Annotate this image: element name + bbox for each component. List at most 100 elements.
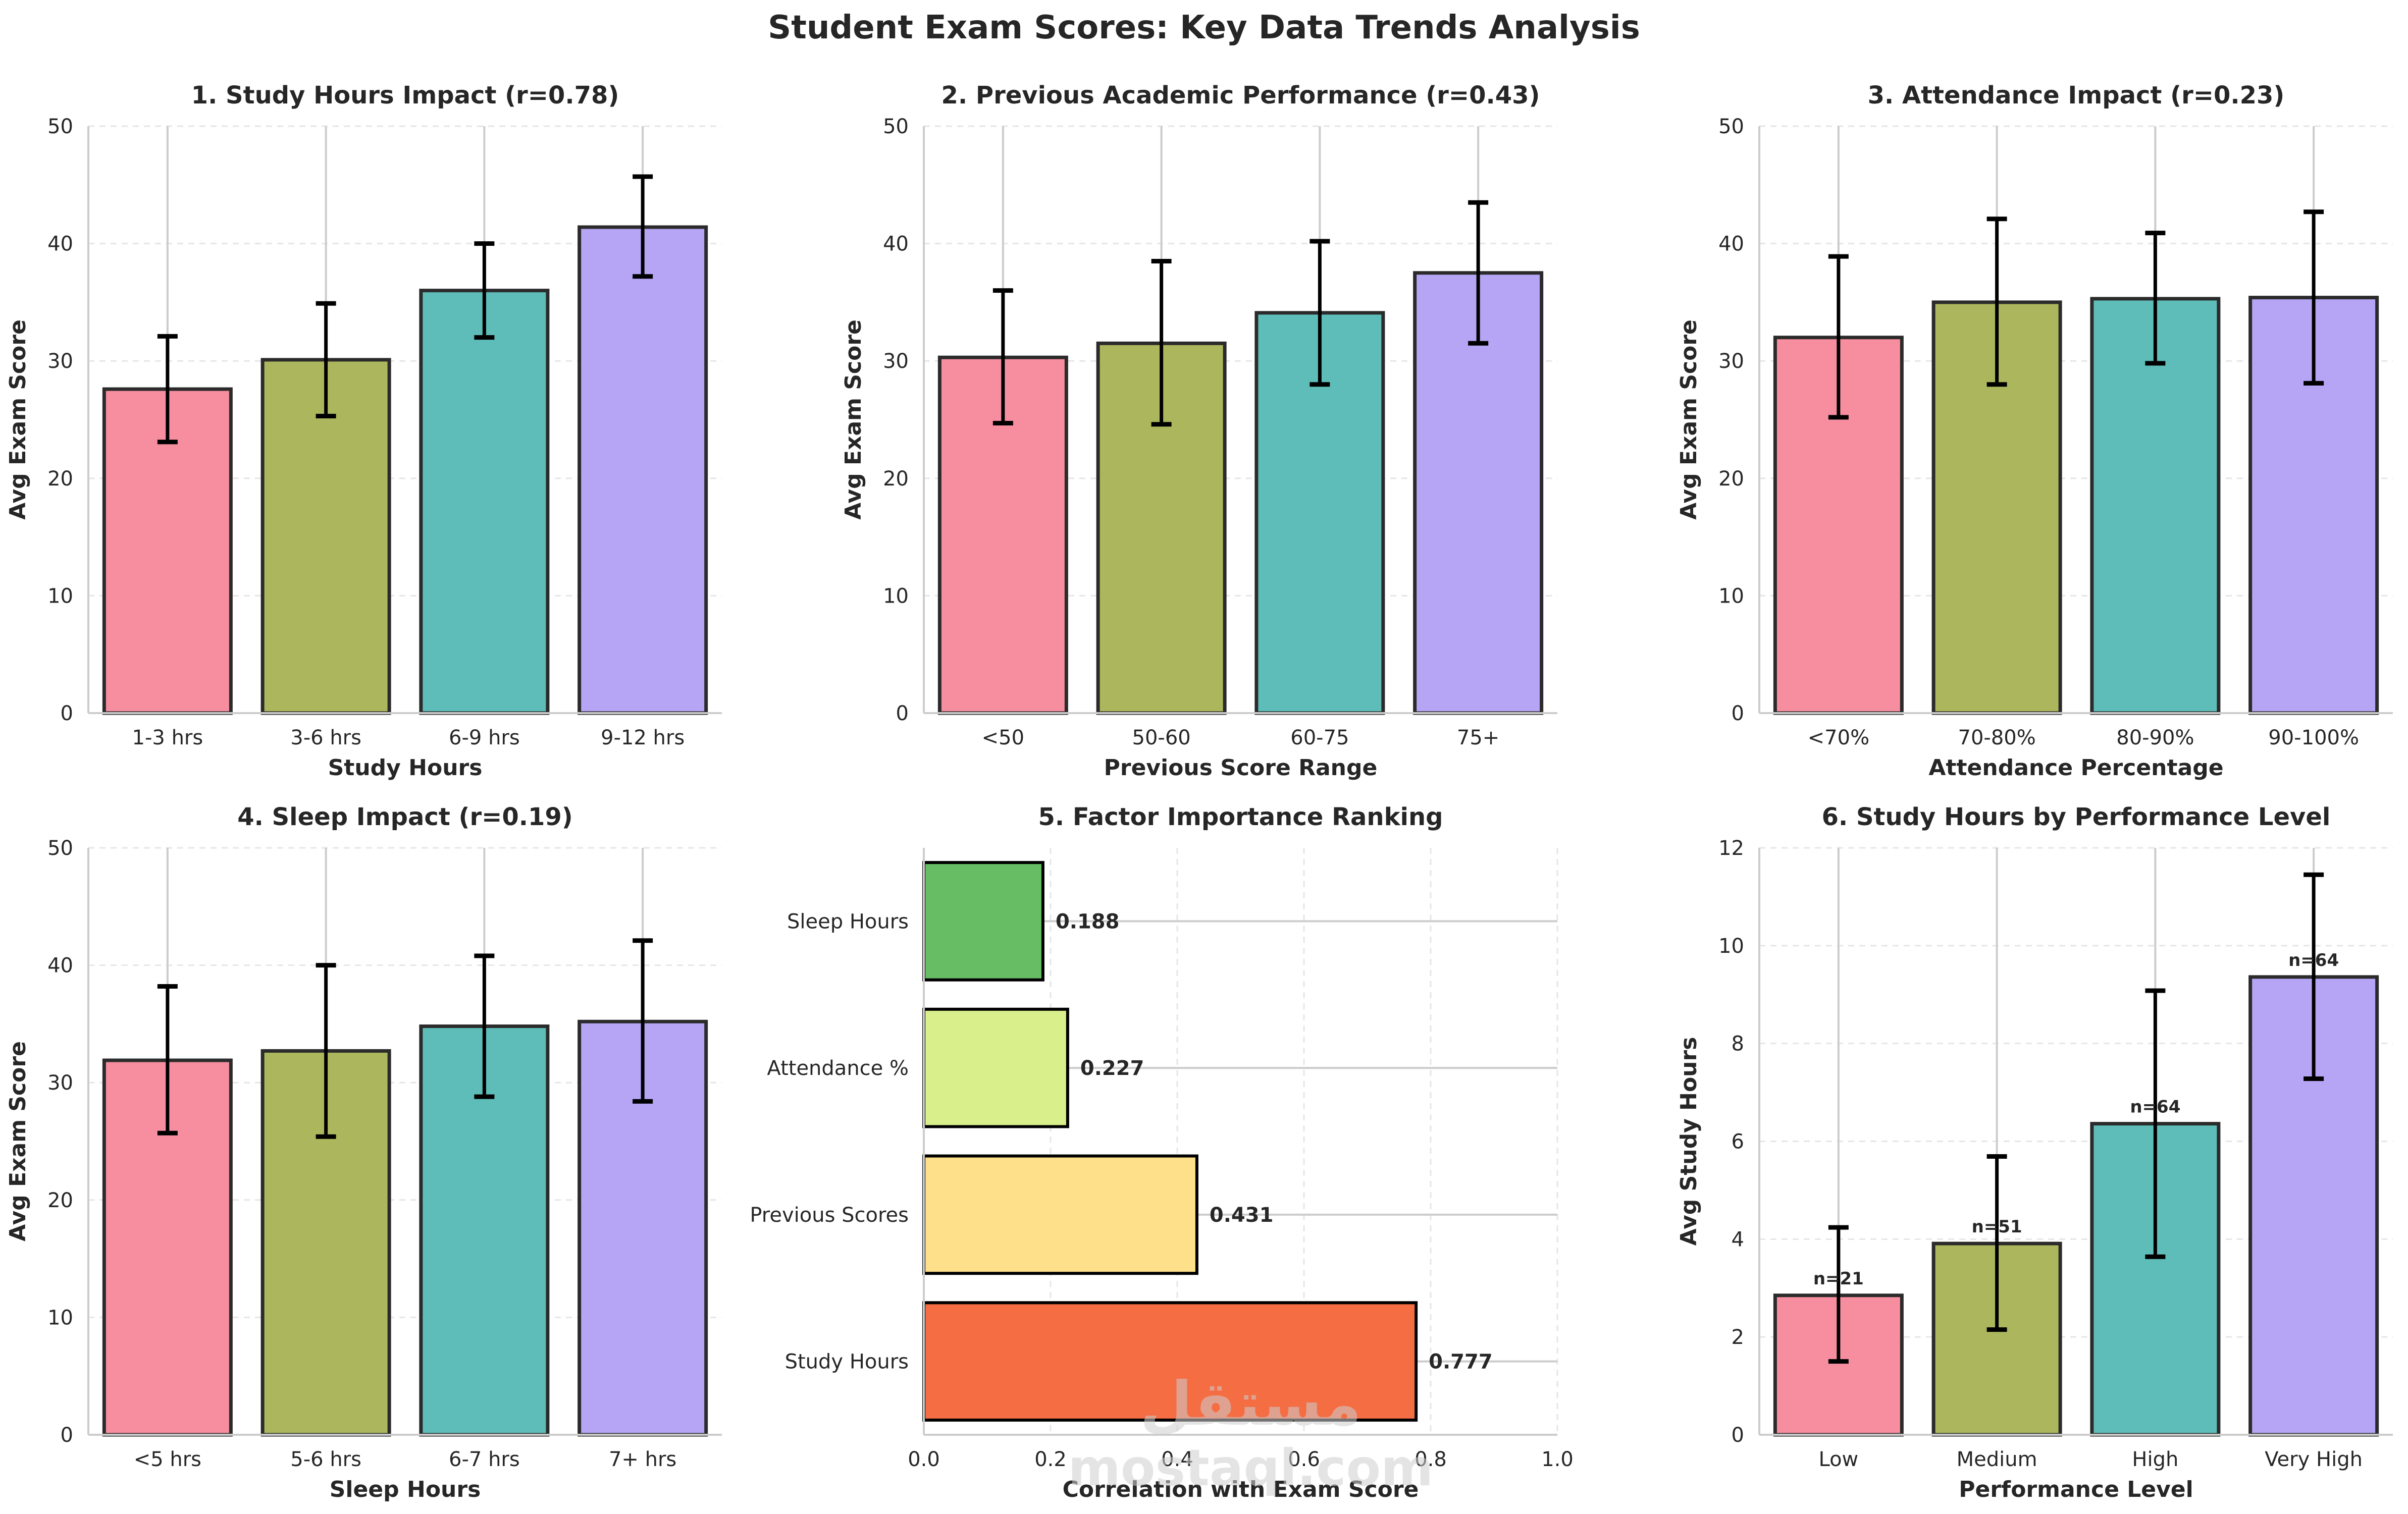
y-tick-label: 2	[1732, 1326, 1744, 1349]
x-tick-label: 0.2	[1034, 1448, 1067, 1471]
x-tick-label: 60-75	[1290, 726, 1349, 749]
y-tick-label: Attendance %	[767, 1057, 909, 1080]
y-tick-label: 50	[47, 115, 73, 138]
x-axis-label: Previous Score Range	[1104, 755, 1378, 781]
x-axis-label: Study Hours	[328, 755, 483, 781]
y-tick-label: 0	[1732, 1424, 1744, 1447]
x-tick-label: 0.6	[1288, 1448, 1320, 1471]
y-tick-label: 10	[47, 1306, 73, 1329]
x-axis-label: Performance Level	[1959, 1477, 2193, 1502]
watermark-arabic: مستقل	[1140, 1369, 1362, 1439]
y-tick-label: 30	[47, 1071, 73, 1095]
x-tick-label: 0.0	[908, 1448, 940, 1471]
x-tick-label: Low	[1818, 1448, 1858, 1471]
y-tick-label: 10	[883, 584, 909, 608]
bar	[922, 1007, 1069, 1128]
x-axis-label: Attendance Percentage	[1928, 755, 2223, 781]
x-tick-label: 1.0	[1541, 1448, 1574, 1471]
bar	[419, 289, 550, 715]
y-tick-label: 20	[1718, 467, 1744, 491]
y-tick-label: 0	[61, 702, 73, 725]
y-tick-label: 20	[47, 467, 73, 491]
x-tick-label: 5-6 hrs	[290, 1448, 361, 1471]
bar	[1413, 271, 1544, 715]
y-tick-label: 40	[47, 954, 73, 978]
y-tick-label: 20	[47, 1189, 73, 1212]
y-tick-label: 50	[47, 837, 73, 860]
watermark-latin: mostaql.com	[1068, 1438, 1434, 1497]
x-tick-label: 70-80%	[1958, 726, 2036, 749]
y-tick-label: 0	[61, 1424, 73, 1447]
y-tick-label: Previous Scores	[750, 1204, 909, 1227]
x-axis-label: Correlation with Exam Score	[1063, 1477, 1419, 1502]
sample-size-label: n=64	[2288, 950, 2339, 970]
x-tick-label: Very High	[2265, 1448, 2363, 1471]
y-axis-label: Avg Exam Score	[1676, 319, 1702, 520]
y-tick-label: 30	[1718, 350, 1744, 373]
x-tick-label: 80-90%	[2116, 726, 2194, 749]
bar-value-label: 0.777	[1429, 1350, 1493, 1374]
x-tick-label: 6-7 hrs	[449, 1448, 520, 1471]
bar	[102, 387, 233, 715]
x-tick-label: 3-6 hrs	[290, 726, 361, 749]
bar	[922, 861, 1044, 982]
sample-size-label: n=21	[1813, 1269, 1864, 1289]
x-tick-label: 9-12 hrs	[601, 726, 685, 749]
bar	[922, 1154, 1198, 1275]
bar-value-label: 0.188	[1056, 910, 1120, 933]
y-tick-label: 10	[1718, 935, 1744, 958]
chart-title: 2. Previous Academic Performance (r=0.43…	[941, 81, 1540, 110]
chart-study-by-performance: 6. Study Hours by Performance Level 0 2 4 6 8…	[1676, 803, 2393, 1502]
chart-title: 3. Attendance Impact (r=0.23)	[1868, 81, 2285, 110]
y-tick-label: 4	[1732, 1228, 1744, 1251]
y-axis-label: Avg Exam Score	[5, 1041, 31, 1241]
chart-title: 1. Study Hours Impact (r=0.78)	[191, 81, 619, 110]
y-axis-label: Avg Exam Score	[5, 319, 31, 520]
y-tick-label: 8	[1732, 1033, 1744, 1056]
bar	[578, 225, 708, 715]
x-tick-label: 50-60	[1132, 726, 1191, 749]
y-axis-label: Avg Exam Score	[841, 319, 866, 520]
y-tick-label: 12	[1718, 837, 1744, 860]
chart-sleep: 4. Sleep Impact (r=0.19) 0 10 20 30 40 50 <5 hr…	[5, 803, 722, 1502]
x-tick-label: 75+	[1457, 726, 1499, 749]
chart-previous-performance: 2. Previous Academic Performance (r=0.43…	[841, 81, 1557, 781]
bar-value-label: 0.227	[1080, 1057, 1144, 1080]
y-axis-label: Avg Study Hours	[1676, 1037, 1702, 1246]
y-tick-label: 0	[1732, 702, 1744, 725]
x-tick-label: Medium	[1957, 1448, 2037, 1471]
x-tick-label: 0.8	[1415, 1448, 1447, 1471]
chart-study-hours: 1. Study Hours Impact (r=0.78) 0 10 20 30 40 5…	[5, 81, 722, 781]
y-tick-label: Sleep Hours	[787, 910, 909, 933]
y-tick-label: 0	[896, 702, 909, 725]
chart-title: 5. Factor Importance Ranking	[1038, 803, 1443, 831]
figure-title: Student Exam Scores: Key Data Trends Ana…	[768, 9, 1640, 46]
chart-factor-importance: 5. Factor Importance Ranking 0.0 0.2 0.4 0.6…	[750, 803, 1573, 1502]
y-tick-label: 10	[47, 584, 73, 608]
bar	[922, 1301, 1418, 1422]
y-tick-label: 30	[883, 350, 909, 373]
y-tick-label: 50	[883, 115, 909, 138]
chart-attendance: 3. Attendance Impact (r=0.23) 0 10 20 30 40 50…	[1676, 81, 2393, 781]
y-tick-label: 50	[1718, 115, 1744, 138]
x-tick-label: 7+ hrs	[609, 1448, 676, 1471]
y-tick-label: 40	[1718, 233, 1744, 256]
y-tick-label: Study Hours	[785, 1350, 909, 1374]
x-tick-label: High	[2132, 1448, 2178, 1471]
chart-title: 6. Study Hours by Performance Level	[1822, 803, 2331, 831]
y-tick-label: 10	[1718, 584, 1744, 608]
sample-size-label: n=64	[2130, 1097, 2180, 1117]
x-tick-label: 6-9 hrs	[449, 726, 520, 749]
x-tick-label: 1-3 hrs	[132, 726, 203, 749]
bar	[2090, 297, 2221, 715]
x-axis-label: Sleep Hours	[330, 1477, 481, 1502]
sample-size-label: n=51	[1972, 1217, 2022, 1237]
chart-title: 4. Sleep Impact (r=0.19)	[237, 803, 572, 831]
x-tick-label: <70%	[1808, 726, 1869, 749]
x-tick-label: <5 hrs	[134, 1448, 201, 1471]
x-tick-label: 0.4	[1161, 1448, 1193, 1471]
y-tick-label: 30	[47, 350, 73, 373]
y-tick-label: 6	[1732, 1130, 1744, 1154]
x-tick-label: <50	[982, 726, 1024, 749]
